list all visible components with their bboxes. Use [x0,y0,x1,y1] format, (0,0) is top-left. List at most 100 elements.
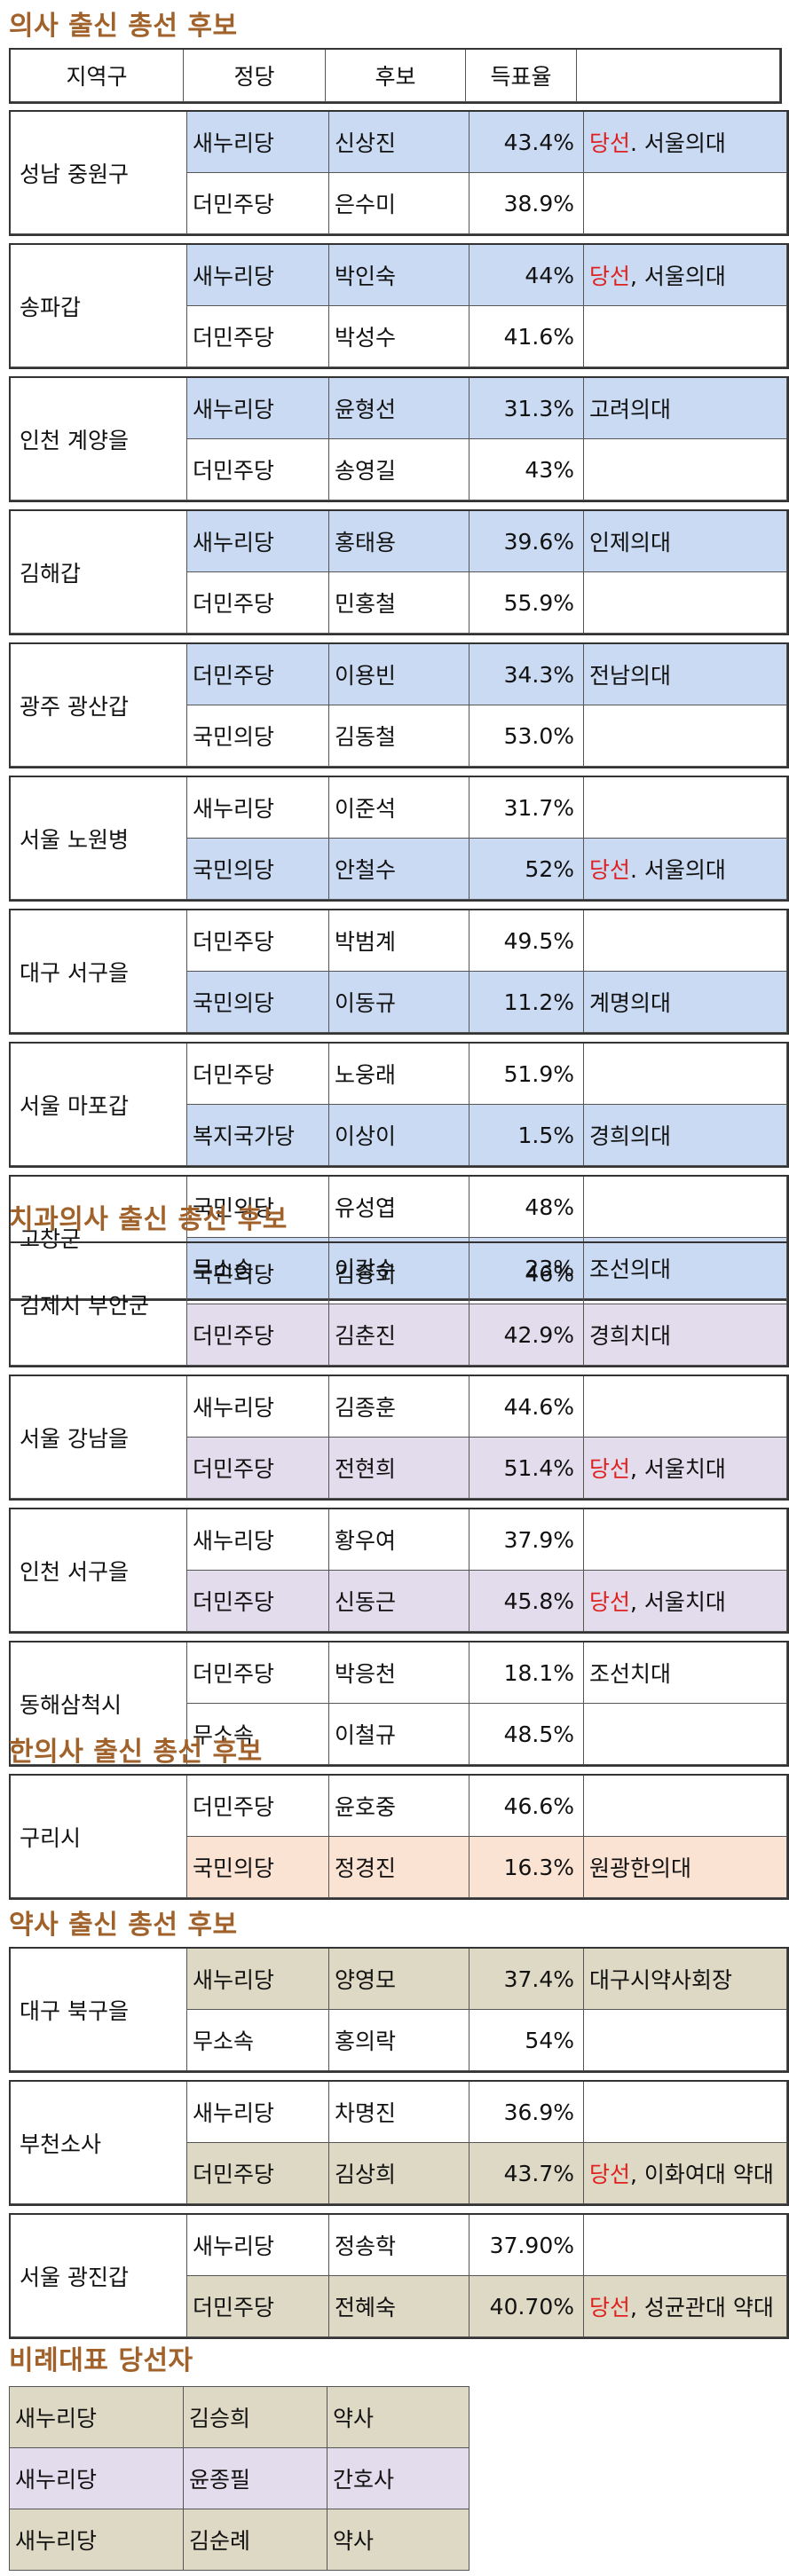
elected-label: 당선 [589,2295,631,2320]
section-title: 약사 출신 총선 후보 [9,1910,238,1941]
table-row: 서울 강남을 새누리당 김종훈 44.6% [11,1376,787,1499]
note-cell: 원광한의대 [584,1837,787,1898]
table-row: 성남 중원구 새누리당 신상진 43.4% 당선. 서울의대 [11,112,787,234]
table-row: 무소속 홍의락 54% [11,2010,787,2071]
school-label: 경희치대 [589,1323,672,1349]
region-cell: 구리시 [11,1776,187,1898]
party-cell: 새누리당 [187,2082,329,2143]
candidate-cell: 이상이 [329,1105,469,1166]
district-table: 서울 광진갑 새누리당 정송학 37.90% 더민주당 전혜숙 40.70% 당선, 성균관대… [9,2213,789,2339]
district-table: 대구 북구을 새누리당 양영모 37.4% 대구시약사회장 무소속 홍의락 54% [9,1947,789,2073]
table-row: 더민주당 민홍철 55.9% [11,572,787,634]
table-row: 더민주당 송영길 43% [11,439,787,500]
party-cell: 새누리당 [187,112,329,173]
party-cell: 더민주당 [187,1642,329,1704]
note-cell [584,2082,787,2143]
party-cell: 새누리당 [9,2386,184,2448]
table-row: 서울 마포갑 더민주당 노웅래 51.9% [11,1044,787,1166]
candidate-cell: 노웅래 [329,1044,469,1105]
district-table: 서울 강남을 새누리당 김종훈 44.6% 더민주당 전현희 51.4% 당선, 서울치대 [9,1375,789,1501]
party-cell: 더민주당 [187,173,329,234]
vote-rate-cell: 41.6% [469,306,584,367]
party-cell: 복지국가당 [187,1105,329,1166]
school-label: . 서울의대 [630,130,726,156]
district-table: 김제시 부안군 국민의당 김종회 46% 더민주당 김춘진 42.9% 경희치대 [9,1241,789,1367]
note-cell: 당선, 서울치대 [584,1438,787,1499]
table-row: 더민주당 박성수 41.6% [11,306,787,367]
party-cell: 새누리당 [187,378,329,439]
region-cell: 서울 마포갑 [11,1044,187,1166]
note-cell [584,1509,787,1571]
note-cell [584,439,787,500]
party-cell: 더민주당 [187,1438,329,1499]
party-cell: 무소속 [187,2010,329,2071]
party-cell: 더민주당 [187,1571,329,1632]
vote-rate-cell: 1.5% [469,1105,584,1166]
candidate-cell: 이준석 [329,777,469,839]
vote-rate-cell: 43% [469,439,584,500]
party-cell: 새누리당 [187,777,329,839]
region-cell: 동해삼척시 [11,1642,187,1765]
party-cell: 국민의당 [187,705,329,767]
candidate-cell: 홍의락 [329,2010,469,2071]
district-table: 구리시 더민주당 윤호중 46.6% 국민의당 정경진 16.3% 원광한의대 [9,1774,789,1900]
school-label: 조선의대 [589,1256,672,1282]
candidate-cell: 박성수 [329,306,469,367]
party-cell: 더민주당 [187,2143,329,2204]
note-cell [584,1044,787,1105]
elected-label: 당선 [589,1589,631,1615]
name-cell: 김승희 [183,2386,327,2448]
note-cell [584,1376,787,1438]
vote-rate-cell: 53.0% [469,705,584,767]
vote-rate-cell: 36.9% [469,2082,584,2143]
vote-rate-cell: 18.1% [469,1642,584,1704]
candidate-cell: 윤호중 [329,1776,469,1837]
candidate-cell: 정송학 [329,2215,469,2276]
note-cell: 전남의대 [584,644,787,705]
vote-rate-cell: 46% [469,1243,584,1304]
note-cell [584,777,787,839]
note-cell [584,1704,787,1765]
table-row: 더민주당 전혜숙 40.70% 당선, 성균관대 약대 [11,2276,787,2337]
table-header: 지역구 정당 후보 득표율 [9,48,782,104]
region-cell: 서울 광진갑 [11,2215,187,2337]
school-label: , 성균관대 약대 [630,2295,774,2320]
party-cell: 국민의당 [187,1837,329,1898]
note-cell: 당선. 서울의대 [584,839,787,900]
region-cell: 김해갑 [11,511,187,634]
vote-rate-cell: 37.90% [469,2215,584,2276]
party-cell: 무소속 [187,1704,329,1765]
note-cell [584,705,787,767]
table-row: 무소속 이철규 48.5% [11,1704,787,1765]
candidate-cell: 박범계 [329,910,469,972]
party-cell: 더민주당 [187,1044,329,1105]
elected-label: 당선 [589,264,631,289]
district-table: 인천 서구을 새누리당 황우여 37.9% 더민주당 신동근 45.8% 당선, 서울치대 [9,1508,789,1634]
candidate-cell: 신동근 [329,1571,469,1632]
table-row: 무소송 이강수 23% 조선의대 [11,1238,787,1299]
candidate-cell: 이강수 [329,1238,469,1299]
job-cell: 간호사 [327,2447,469,2509]
vote-rate-cell: 31.3% [469,378,584,439]
district-table: 대구 서구을 더민주당 박범계 49.5% 국민의당 이동규 11.2% 계명의대 [9,909,789,1035]
vote-rate-cell: 46.6% [469,1776,584,1837]
region-cell: 서울 노원병 [11,777,187,900]
candidate-cell: 양영모 [329,1949,469,2010]
party-cell: 새누리당 [187,245,329,306]
party-cell: 더민주당 [187,306,329,367]
job-cell: 약사 [327,2386,469,2448]
candidate-cell: 김종회 [329,1243,469,1304]
vote-rate-cell: 42.9% [469,1304,584,1366]
note-cell: 당선. 서울의대 [584,112,787,173]
proportional-table: 새누리당 김승희 약사 새누리당 윤종필 간호사 새누리당 김순례 약사 [9,2386,469,2571]
note-cell [584,306,787,367]
table-row: 국민의당 안철수 52% 당선. 서울의대 [11,839,787,900]
vote-rate-cell: 43.4% [469,112,584,173]
table-row: 김해갑 새누리당 홍태용 39.6% 인제의대 [11,511,787,634]
note-cell: 당선, 서울의대 [584,245,787,306]
school-label: , 서울치대 [630,1589,726,1615]
school-label: 고려의대 [589,397,672,422]
table-row: 새누리당 김순례 약사 [9,2509,469,2571]
school-label: . 서울의대 [630,857,726,883]
candidate-cell: 황우여 [329,1509,469,1571]
